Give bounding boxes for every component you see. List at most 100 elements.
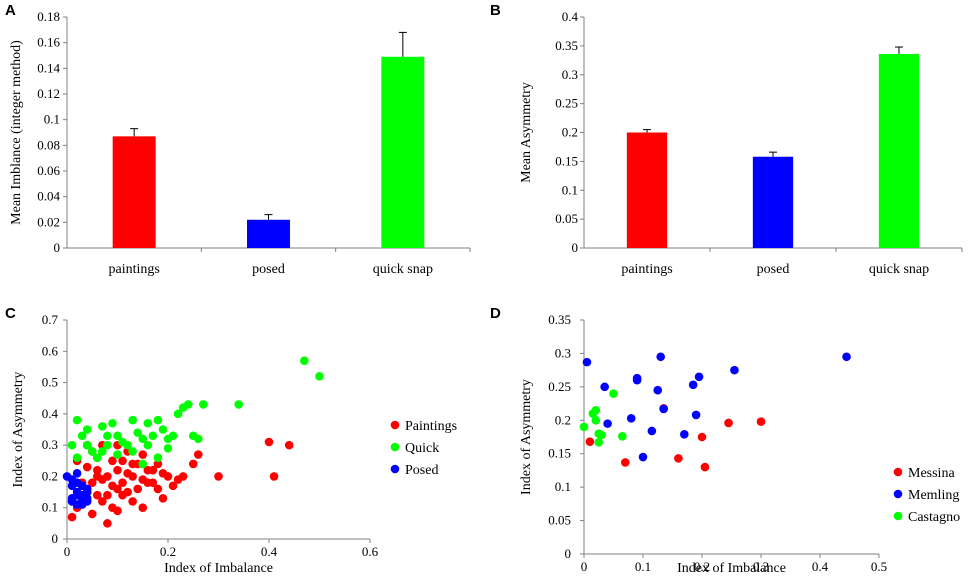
legend-label-memling: Memling (908, 488, 959, 503)
point-memling (694, 372, 704, 382)
y-tick-label: 0.06 (37, 163, 60, 178)
point-memling (632, 375, 642, 385)
point-paintings (143, 478, 153, 487)
point-posed (72, 469, 82, 478)
legend-label-messina: Messina (908, 466, 955, 481)
point-paintings (173, 475, 183, 484)
point-memling (626, 413, 636, 423)
point-messina (585, 437, 595, 446)
point-castagno (618, 432, 627, 441)
point-messina (621, 458, 630, 467)
point-quick (103, 440, 112, 450)
point-posed (82, 484, 92, 494)
point-paintings (103, 472, 112, 481)
y-tick-label: 0.1 (42, 500, 58, 515)
point-paintings (284, 440, 294, 450)
point-memling (603, 419, 612, 428)
point-quick (199, 400, 208, 409)
y-tick-label: 0.3 (555, 345, 571, 360)
point-messina (700, 462, 710, 472)
x-tick-label: 0.4 (261, 544, 278, 559)
point-quick (77, 431, 87, 441)
point-paintings (153, 459, 163, 469)
point-paintings (138, 503, 148, 513)
legend-marker-quick (390, 442, 400, 452)
x-tick-label: 0 (64, 544, 71, 559)
point-quick (128, 447, 137, 456)
panel-b-bar-chart: 0 0.05 0.1 0.15 0.2 0.25 0.3 0.35 0.4 paintings po… (519, 9, 963, 277)
y-tick-label: 0 (52, 531, 59, 546)
point-quick (138, 459, 148, 469)
point-quick (315, 372, 324, 381)
x-axis-title: Index of Imbalance (164, 561, 273, 576)
point-quick (67, 440, 77, 450)
y-axis-title: Mean Imblance (integer method) (9, 40, 24, 225)
point-paintings (118, 478, 127, 487)
point-paintings (133, 484, 142, 494)
point-memling (730, 365, 739, 375)
point-paintings (194, 450, 203, 459)
point-quick (153, 415, 163, 425)
point-posed (67, 475, 77, 484)
point-memling (842, 352, 851, 362)
y-tick-label: 0.2 (42, 468, 58, 483)
panel-label-d: D (490, 305, 501, 322)
y-tick-label: 0 (54, 240, 61, 255)
point-paintings (158, 469, 168, 478)
panel-c-scatter-chart: 0 0.1 0.2 0.3 0.4 0.5 0.6 0.7 0 0.2 0.4 0.6 Index of… (11, 312, 457, 576)
point-posed (67, 497, 77, 506)
legend-label-posed: Posed (405, 463, 438, 478)
legend-marker-paintings (390, 420, 400, 430)
y-tick-label: 0.25 (555, 96, 578, 111)
point-quick (168, 431, 178, 441)
y-tick-label: 0.2 (562, 125, 578, 140)
point-paintings (87, 509, 97, 519)
point-quick (153, 453, 163, 462)
x-category-label: posed (252, 262, 285, 277)
point-quick (300, 356, 309, 365)
point-paintings (153, 484, 163, 494)
point-quick (72, 415, 82, 425)
point-quick (163, 443, 173, 453)
point-quick (138, 434, 148, 444)
point-paintings (82, 462, 92, 472)
point-quick (103, 431, 112, 441)
bar-quick-snap (381, 56, 425, 249)
y-tick-label: 0.12 (37, 86, 60, 101)
bar-paintings (626, 132, 668, 248)
point-quick (113, 450, 122, 459)
point-castagno (591, 405, 601, 415)
y-tick-label: 0.16 (37, 35, 60, 50)
y-tick-label: 0.6 (42, 343, 59, 358)
point-quick (148, 431, 158, 441)
y-tick-label: 0.7 (42, 312, 59, 327)
point-quick (143, 418, 153, 428)
point-paintings (108, 481, 117, 491)
point-paintings (269, 472, 279, 481)
point-paintings (168, 481, 178, 491)
y-tick-label: 0.3 (42, 437, 58, 452)
point-quick (108, 418, 117, 428)
legend-label-castagno: Castagno (908, 510, 960, 525)
point-paintings (93, 465, 102, 475)
y-tick-label: 0.15 (548, 446, 571, 461)
point-paintings (93, 490, 102, 500)
y-tick-label: 0.05 (555, 211, 578, 226)
x-tick-label: 0.3 (753, 559, 769, 574)
y-axis-title: Mean Asymmetry (519, 82, 534, 183)
point-paintings (128, 459, 137, 469)
y-tick-label: 0.4 (42, 406, 59, 421)
point-paintings (113, 506, 122, 516)
point-messina (756, 417, 766, 426)
y-tick-label: 0.35 (548, 312, 571, 327)
x-tick-label: 0.2 (160, 544, 176, 559)
y-tick-label: 0.1 (44, 112, 60, 127)
panel-label-b: B (490, 2, 501, 19)
x-tick-label: 0 (581, 559, 588, 574)
y-tick-label: 0.1 (555, 479, 571, 494)
y-tick-label: 0.14 (37, 60, 60, 75)
point-paintings (93, 472, 102, 481)
point-quick (82, 440, 92, 450)
point-paintings (148, 465, 158, 475)
panel-d-scatter-chart: 0 0.05 0.1 0.15 0.2 0.25 0.3 0.35 0 0.1 0.2 0.3 0.4 0… (519, 312, 960, 576)
